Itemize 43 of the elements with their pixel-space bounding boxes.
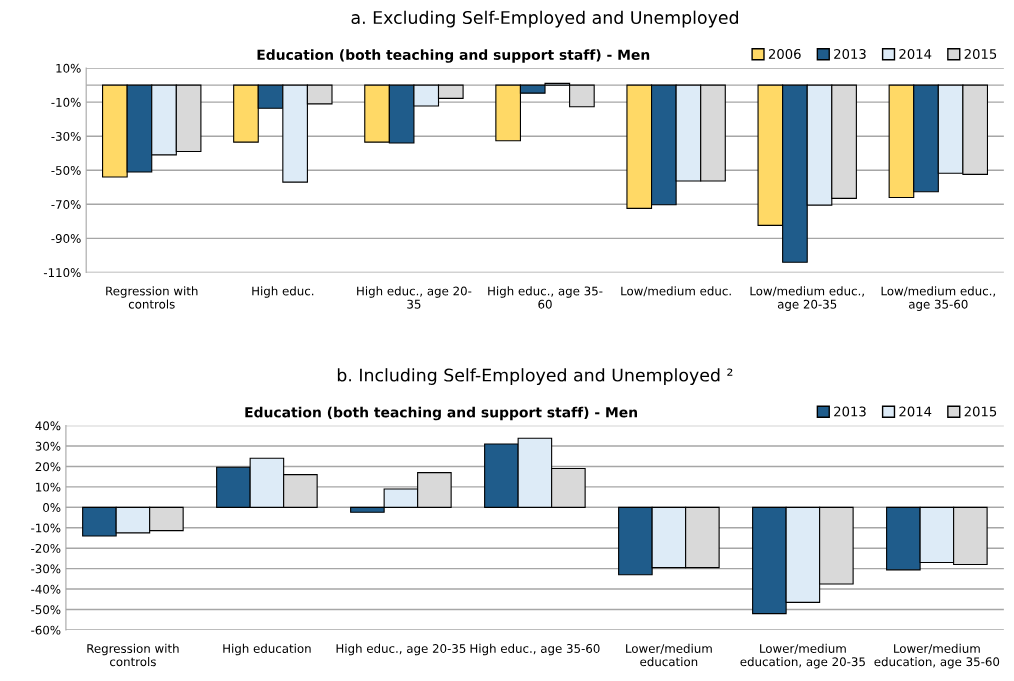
y-tick-label: 20%	[35, 462, 61, 472]
y-tick-label: -40%	[31, 584, 61, 594]
y-tick-label: -110%	[43, 268, 81, 278]
x-tick-label: High educ.	[252, 286, 314, 298]
y-tick-label: -90%	[51, 234, 81, 243]
y-tick-label: -30%	[51, 131, 81, 141]
legend-label: 2014	[899, 406, 932, 417]
x-tick-label: Regression with controls	[106, 286, 198, 309]
legend-label: 2013	[834, 406, 866, 417]
chart-subtitle: Education (both teaching and support staff) - Men	[245, 406, 637, 421]
y-tick-label: 0%	[43, 503, 61, 512]
x-tick-label: Lower/medium education, age 35-60	[874, 643, 1000, 669]
chart-title: b. Including Self-Employed and Unemployed ²	[337, 368, 733, 385]
y-tick-label: -10%	[31, 523, 61, 533]
x-tick-label: Low/medium educ., age 35-60	[881, 286, 996, 311]
x-tick-label: High educ., age 35- 60	[488, 286, 603, 309]
x-tick-label: Regression with controls	[87, 643, 179, 667]
x-tick-label: High educ., age 20- 35	[357, 286, 472, 309]
y-tick-label: -70%	[51, 200, 81, 209]
y-tick-label: -50%	[31, 605, 61, 615]
y-tick-label: -60%	[31, 625, 61, 635]
chart-subtitle: Education (both teaching and support staff) - Men	[257, 49, 650, 63]
y-tick-label: 30%	[35, 441, 61, 451]
x-tick-label: Low/medium educ., age 20-35	[750, 286, 864, 311]
x-tick-label: High educ., age 20-35	[336, 643, 466, 656]
y-tick-label: -20%	[31, 543, 61, 553]
legend-label: 2013	[834, 48, 866, 59]
x-tick-label: Lower/medium education	[626, 643, 712, 667]
chart-title: a. Excluding Self-Employed and Unemployed	[351, 10, 738, 28]
y-tick-label: 40%	[35, 421, 61, 431]
y-tick-label: 10%	[56, 63, 81, 73]
y-tick-label: 10%	[36, 482, 61, 492]
x-tick-label: High education	[223, 643, 311, 656]
y-tick-label: -50%	[51, 165, 81, 175]
legend-label: 2014	[899, 48, 932, 59]
y-tick-label: -30%	[31, 564, 61, 574]
legend-label: 2006	[768, 48, 801, 59]
legend-label: 2015	[964, 406, 997, 417]
y-tick-label: -10%	[51, 97, 81, 107]
x-tick-label: High educ., age 35-60	[470, 643, 600, 656]
legend-label: 2015	[964, 48, 997, 59]
x-tick-label: Low/medium educ.	[621, 286, 731, 297]
x-tick-label: Lower/medium education, age 20-35	[740, 643, 865, 669]
